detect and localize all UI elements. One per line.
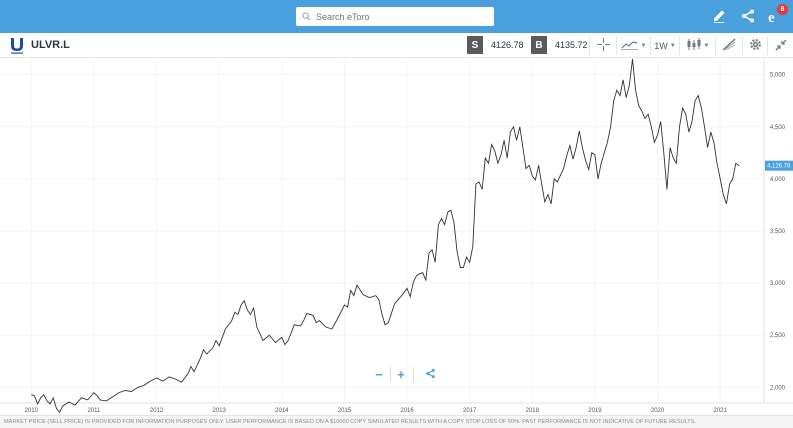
sell-label: S	[471, 39, 479, 51]
x-tick-label: 2010	[25, 408, 39, 414]
y-tick-label: 4,000	[770, 177, 786, 183]
minus-icon: −	[375, 367, 383, 382]
disclaimer-text: MARKET PRICE (SELL PRICE) IS PROVIDED FO…	[0, 415, 793, 428]
chevron-down-icon: ▼	[669, 42, 676, 49]
share-icon	[425, 367, 436, 382]
crosshair-button[interactable]	[589, 36, 616, 55]
x-tick-label: 2015	[338, 408, 352, 414]
indicators-dropdown[interactable]: ▼	[679, 36, 715, 55]
y-axis: 2,000 2,500 3,000 3,500 4,000 4,500 5,000	[770, 73, 786, 392]
interval-dropdown[interactable]: 1W ▼	[650, 36, 679, 55]
x-tick-label: 2018	[526, 408, 540, 414]
last-price-label: 4,126.78	[767, 164, 791, 170]
chart-type-dropdown[interactable]: ▼	[616, 36, 650, 55]
notification-badge: 8	[777, 4, 788, 15]
x-tick-label: 2021	[713, 408, 727, 414]
chart-grid	[0, 59, 793, 404]
x-tick-label: 2019	[588, 408, 602, 414]
svg-text:e: e	[768, 10, 775, 25]
collapse-icon	[775, 39, 787, 53]
share-icon[interactable]	[738, 6, 758, 26]
zoom-out-button[interactable]: −	[369, 366, 389, 383]
instrument-symbol: ULVR.L	[31, 39, 70, 51]
price-series-line	[31, 59, 740, 414]
y-tick-label: 2,500	[770, 333, 786, 339]
y-tick-label: 3,500	[770, 229, 786, 235]
settings-icon	[749, 38, 762, 53]
zoom-in-button[interactable]: +	[391, 366, 411, 383]
plus-icon: +	[397, 367, 405, 382]
collapse-button[interactable]	[767, 36, 793, 55]
divider	[413, 367, 414, 382]
draw-tools-button[interactable]	[715, 36, 742, 55]
x-tick-label: 2017	[463, 408, 477, 414]
pencil-icon[interactable]	[709, 6, 729, 26]
buy-button[interactable]: B	[531, 36, 547, 54]
notifications-icon[interactable]: e 8	[765, 4, 788, 26]
y-tick-label: 5,000	[770, 73, 786, 79]
instrument-toolbar: ULVR.L S 4126.78 B 4135.72 ▼ 1W ▼ ▼	[0, 33, 793, 58]
y-tick-label: 2,000	[770, 385, 786, 391]
sell-button[interactable]: S	[467, 36, 483, 54]
x-tick-label: 2011	[87, 408, 101, 414]
interval-label: 1W	[654, 40, 668, 51]
settings-button[interactable]	[742, 36, 767, 55]
chevron-down-icon: ▼	[703, 42, 710, 49]
x-tick-label: 2014	[275, 408, 289, 414]
candlestick-icon	[686, 38, 702, 53]
y-tick-label: 4,500	[770, 125, 786, 131]
x-tick-label: 2012	[150, 408, 164, 414]
x-tick-label: 2016	[400, 408, 414, 414]
x-tick-label: 2020	[651, 408, 665, 414]
crosshair-icon	[596, 38, 610, 53]
top-header: e 8	[0, 0, 793, 33]
line-chart-icon	[620, 39, 639, 52]
search-box[interactable]	[296, 7, 494, 26]
search-input[interactable]	[316, 11, 486, 22]
chart-share-button[interactable]	[420, 366, 440, 383]
chevron-down-icon: ▼	[640, 42, 647, 49]
sell-price[interactable]: 4126.78	[491, 40, 524, 50]
buy-label: B	[535, 39, 543, 51]
last-price-marker: 4,126.78	[765, 160, 793, 171]
x-tick-label: 2013	[213, 408, 227, 414]
search-icon	[302, 8, 311, 26]
draw-icon	[722, 38, 736, 53]
last-price-badge	[765, 160, 793, 171]
y-tick-label: 3,000	[770, 281, 786, 287]
unilever-logo-icon	[8, 36, 26, 55]
buy-price[interactable]: 4135.72	[555, 40, 588, 50]
x-axis: 0920102011201220132014201520162017201820…	[25, 408, 728, 414]
divider	[390, 367, 391, 382]
